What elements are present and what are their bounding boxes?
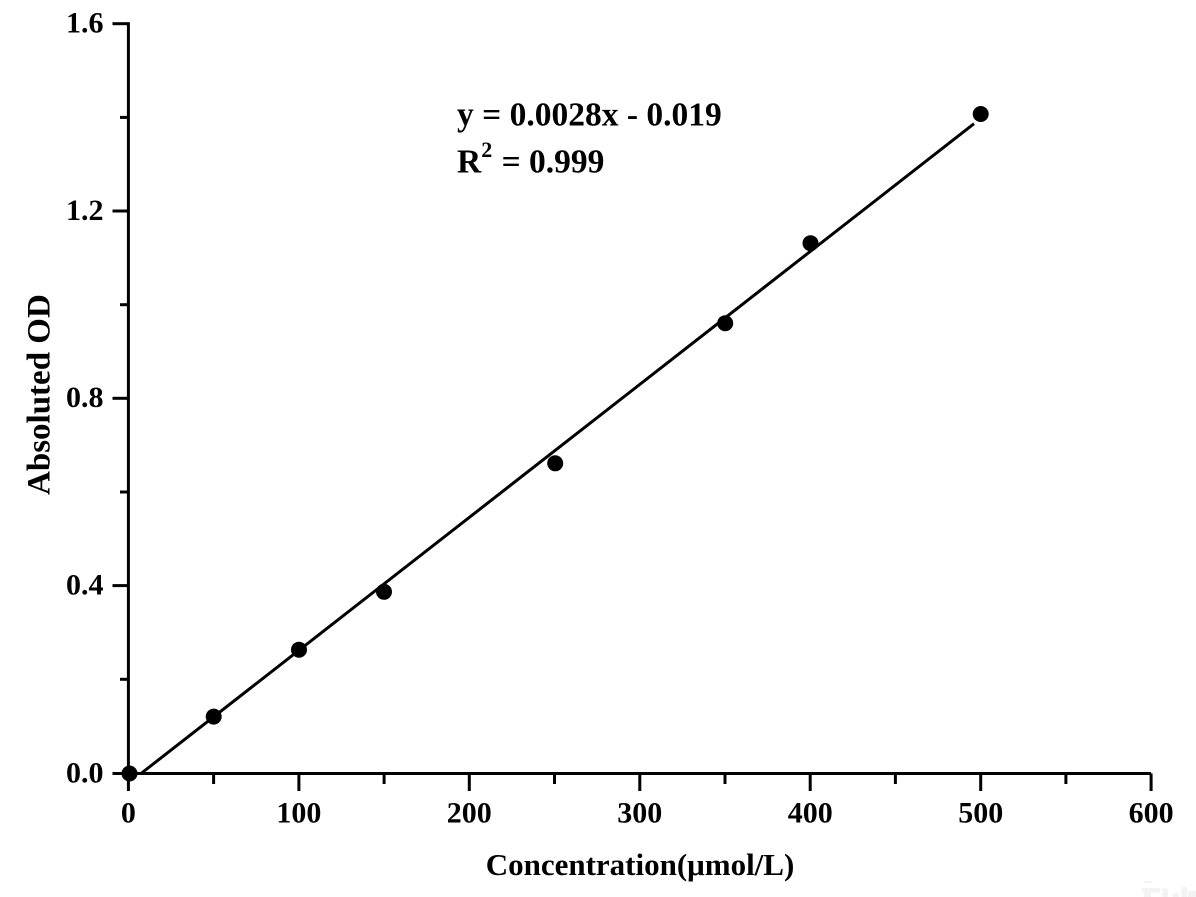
svg-text:0: 0 xyxy=(121,797,136,830)
svg-text:Absoluted OD: Absoluted OD xyxy=(22,294,58,495)
svg-text:1.2: 1.2 xyxy=(66,194,104,227)
svg-text:0.4: 0.4 xyxy=(66,568,104,601)
svg-text:400: 400 xyxy=(788,797,833,830)
svg-text:200: 200 xyxy=(447,797,492,830)
svg-text:600: 600 xyxy=(1129,797,1174,830)
svg-text:100: 100 xyxy=(276,797,321,830)
svg-text:1.6: 1.6 xyxy=(66,7,104,40)
svg-text:300: 300 xyxy=(617,797,662,830)
svg-text:y = 0.0028x - 0.019: y = 0.0028x - 0.019 xyxy=(457,96,722,133)
svg-text:R2 = 0.999: R2 = 0.999 xyxy=(457,137,604,181)
svg-text:0.8: 0.8 xyxy=(66,381,104,414)
svg-text:0.0: 0.0 xyxy=(66,756,104,789)
svg-text:Concentration(μmol/L): Concentration(μmol/L) xyxy=(486,847,795,882)
svg-text:500: 500 xyxy=(958,797,1003,830)
